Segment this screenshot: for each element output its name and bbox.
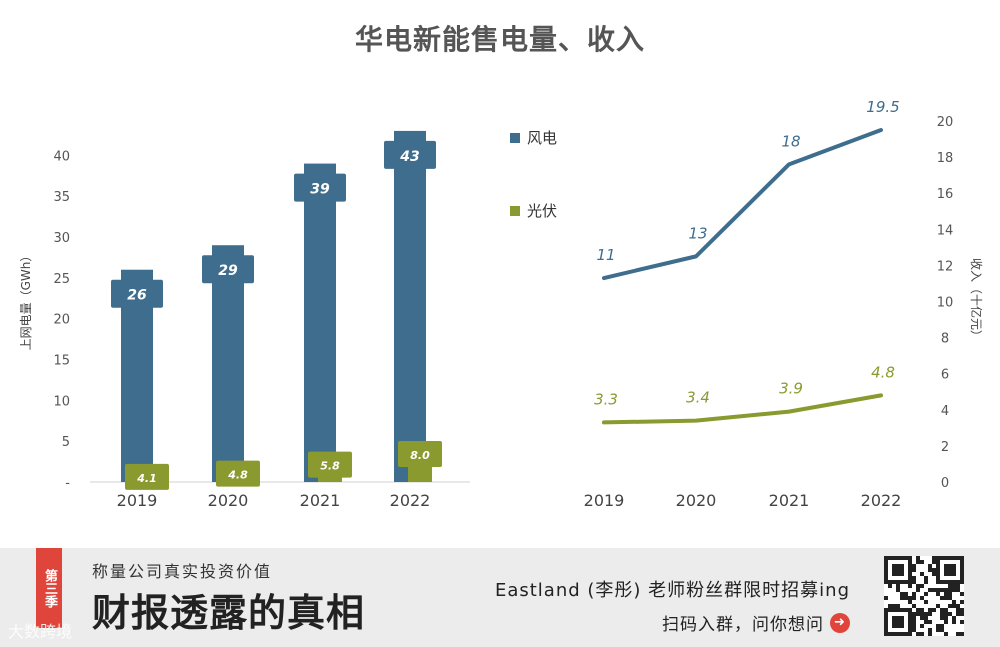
left-y-tick-label: 40 (53, 149, 70, 164)
left-y-tick-label: 20 (53, 313, 70, 328)
solar-bar-label-box (308, 451, 352, 478)
solar-revenue-line (602, 393, 883, 425)
left-y-tick-label: 5 (62, 435, 70, 450)
wind-bar-label: 43 (399, 149, 419, 165)
solar-revenue-label: 4.8 (871, 363, 895, 381)
legend-label: 光伏 (527, 202, 557, 220)
promo-title: Eastland (李彤) 老师粉丝群限时招募ing (494, 580, 850, 601)
wind-bar-label-box (384, 140, 436, 169)
left-x-tick-label: 2022 (390, 491, 431, 510)
right-y-tick-label: 0 (941, 476, 949, 491)
right-y-tick-label: 12 (937, 259, 954, 274)
right-y-tick-label: 10 (937, 296, 954, 311)
watermark-text: 大数跨境 (8, 622, 73, 641)
wind-bar-label: 39 (310, 182, 330, 198)
left-x-axis: 2019 2020 2021 2022 (117, 491, 431, 510)
right-x-tick-label: 2020 (676, 491, 717, 510)
wind-bar-label-box (202, 255, 254, 284)
wind-bar-label: 26 (127, 288, 147, 304)
chart-title: 华电新能售电量、收入 (354, 23, 645, 56)
right-y-tick-label: 6 (941, 368, 949, 383)
left-y-tick-label: 30 (53, 231, 70, 246)
right-y-tick-label: 18 (937, 151, 954, 166)
wind-bar (304, 163, 336, 482)
right-y-tick-label: 16 (937, 187, 954, 202)
left-y-tick-label: 25 (53, 272, 70, 287)
right-y-tick-label: 20 (937, 115, 954, 130)
left-y-tick-label: 10 (53, 394, 70, 409)
right-y-axis-title: 收入（十亿元） (969, 258, 984, 342)
legend-swatch (510, 133, 520, 143)
promo-cta-link[interactable]: 扫码入群，问你想问 ➜ (662, 610, 850, 635)
solar-bar-label: 4.1 (136, 472, 157, 485)
right-x-axis: 2019 2020 2021 2022 (584, 491, 902, 510)
left-y-tick-label: 15 (53, 354, 70, 369)
wind-bar (212, 245, 244, 482)
solar-bar-label-box (125, 463, 169, 490)
promo-cta-label: 扫码入群，问你想问 (662, 615, 824, 635)
legend-swatch (510, 206, 520, 216)
legend-label: 风电 (527, 129, 557, 147)
solar-bar-label: 4.8 (227, 469, 248, 482)
wind-bar-label-box (111, 279, 163, 308)
wind-revenue-line (602, 128, 883, 281)
banner-subtitle: 称量公司真实投资价值 (92, 562, 273, 581)
right-x-tick-label: 2021 (769, 491, 810, 510)
left-bar-plot: 26 4.1 29 4.8 39 5.8 43 8.0 (111, 130, 442, 490)
right-line-plot: 11 13 18 19.5 3.3 3.4 3.9 4.8 (594, 98, 900, 425)
right-x-tick-label: 2022 (861, 491, 902, 510)
wind-revenue-label: 18 (781, 132, 800, 150)
left-y-tick-label: - (65, 476, 70, 491)
qr-code-icon[interactable] (884, 556, 964, 636)
right-x-tick-label: 2019 (584, 491, 625, 510)
season-tag: 第三季 (36, 548, 62, 628)
left-x-tick-label: 2020 (208, 491, 249, 510)
wind-revenue-label: 11 (596, 246, 615, 264)
solar-revenue-label: 3.3 (594, 390, 618, 408)
promo-banner: 第三季 称量公司真实投资价值 财报透露的真相 大数跨境 Eastland (李彤… (0, 548, 1000, 647)
right-y-tick-label: 14 (937, 223, 954, 238)
left-x-tick-label: 2021 (300, 491, 341, 510)
wind-revenue-label: 19.5 (866, 98, 899, 116)
solar-revenue-label: 3.4 (686, 389, 710, 407)
arrow-right-circle-icon: ➜ (830, 612, 850, 633)
right-y-tick-label: 2 (941, 440, 949, 455)
solar-bar-label-box (216, 460, 260, 487)
solar-bar-label: 5.8 (320, 460, 340, 473)
left-y-tick-label: 35 (53, 190, 70, 205)
left-y-axis-title: 上网电量（GWh） (19, 250, 33, 351)
right-y-tick-label: 8 (941, 332, 949, 347)
left-x-tick-label: 2019 (117, 491, 158, 510)
wind-bar-label-box (294, 173, 346, 202)
wind-bar (394, 130, 426, 482)
right-y-tick-label: 4 (941, 404, 949, 419)
solar-bar-label: 8.0 (410, 449, 430, 462)
chart-area: 华电新能售电量、收入 -5 10 15 20 25 30 35 40 26 4.1 29 4.8 39… (19, 23, 984, 510)
banner-headline: 财报透露的真相 (92, 590, 366, 635)
wind-bar-label: 29 (218, 263, 238, 279)
wind-revenue-label: 13 (688, 224, 707, 242)
solar-bar-label-box (398, 440, 442, 467)
right-y-axis: 0 2 4 6 8 10 12 14 16 18 20 (937, 115, 954, 491)
solar-revenue-label: 3.9 (779, 380, 803, 398)
